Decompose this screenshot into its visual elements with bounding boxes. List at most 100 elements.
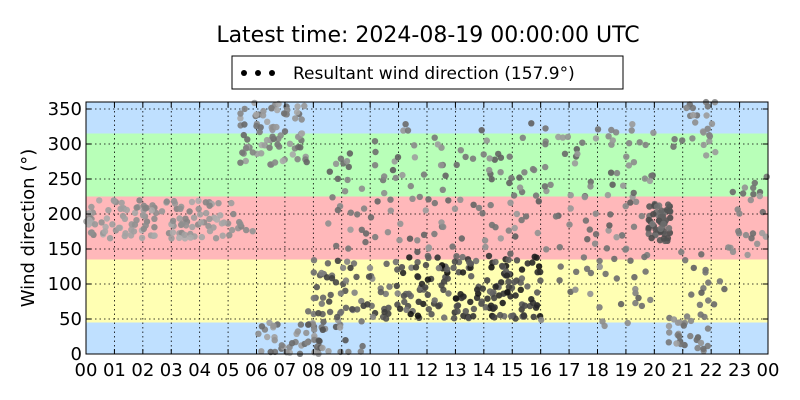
data-point	[459, 269, 467, 276]
data-point	[479, 285, 486, 292]
data-point	[324, 260, 332, 267]
data-point	[422, 261, 430, 269]
data-point	[650, 129, 657, 136]
data-point	[258, 150, 265, 157]
data-point	[96, 197, 103, 204]
data-point	[683, 104, 690, 112]
data-point	[237, 159, 244, 166]
data-point	[705, 297, 712, 304]
data-point	[602, 270, 609, 278]
data-point	[687, 317, 695, 325]
data-point	[631, 274, 638, 281]
data-point	[483, 137, 490, 144]
data-point	[687, 332, 694, 340]
data-point	[499, 299, 506, 307]
data-point	[666, 329, 673, 336]
data-point	[742, 231, 750, 239]
y-tick-label: 0	[71, 344, 82, 365]
data-point	[620, 182, 627, 189]
data-point	[547, 181, 554, 188]
data-point	[491, 314, 498, 321]
data-point	[721, 285, 728, 293]
data-point	[505, 283, 513, 291]
data-point	[749, 230, 757, 237]
data-point	[359, 342, 366, 350]
data-point	[315, 310, 322, 317]
data-point	[596, 304, 603, 311]
data-point	[133, 204, 140, 211]
data-point	[698, 251, 705, 258]
data-point	[670, 316, 678, 323]
data-point	[168, 235, 175, 242]
data-point	[503, 272, 511, 279]
data-point	[702, 269, 709, 276]
data-point	[505, 256, 512, 263]
data-point	[381, 189, 388, 197]
data-point	[288, 340, 296, 347]
data-point	[218, 220, 226, 227]
data-point	[170, 197, 178, 205]
data-point	[357, 348, 364, 355]
data-point	[402, 121, 409, 128]
data-point	[617, 300, 625, 308]
data-point	[177, 205, 184, 212]
data-point	[88, 203, 95, 211]
data-point	[420, 231, 428, 238]
data-point	[613, 275, 620, 282]
data-point	[694, 344, 701, 352]
data-point	[511, 278, 518, 286]
data-point	[506, 153, 513, 160]
data-point	[690, 111, 697, 119]
data-point	[506, 179, 513, 187]
data-point	[484, 295, 491, 302]
data-point	[91, 221, 99, 228]
data-point	[618, 232, 626, 239]
data-point	[481, 237, 489, 244]
data-point	[623, 153, 630, 160]
data-point	[381, 173, 388, 180]
data-point	[591, 240, 599, 247]
data-point	[414, 273, 421, 280]
data-point	[482, 304, 489, 311]
data-point	[513, 210, 521, 218]
data-point	[105, 207, 112, 214]
data-point	[362, 230, 370, 237]
data-point	[401, 298, 408, 306]
y-tick-label: 200	[48, 204, 82, 225]
data-point	[377, 288, 385, 296]
data-point	[237, 110, 244, 117]
data-point	[367, 214, 375, 221]
data-point	[542, 163, 549, 171]
data-point	[206, 215, 213, 223]
data-point	[665, 225, 673, 232]
data-point	[239, 149, 246, 156]
data-point	[341, 188, 349, 195]
data-point	[646, 203, 653, 210]
y-axis: 0 50 100 150 200 250 300 350	[48, 99, 768, 365]
data-point	[518, 216, 525, 224]
data-point	[642, 268, 649, 275]
x-tick-label: 06	[245, 360, 268, 381]
x-tick-label: 20	[643, 360, 666, 381]
data-point	[458, 235, 465, 242]
data-point	[230, 210, 237, 218]
data-point	[275, 143, 283, 150]
data-point	[479, 210, 486, 217]
data-point	[521, 313, 528, 320]
data-point	[442, 172, 449, 179]
data-point	[708, 120, 716, 128]
data-point	[258, 323, 266, 330]
data-point	[747, 196, 754, 204]
data-point	[467, 298, 474, 306]
data-point	[531, 253, 538, 260]
data-point	[424, 276, 432, 283]
data-point	[450, 264, 457, 271]
data-point	[678, 248, 685, 256]
data-point	[87, 229, 95, 236]
data-point	[459, 253, 466, 261]
data-point	[492, 283, 499, 290]
data-point	[613, 234, 620, 241]
data-point	[256, 128, 263, 136]
data-point	[583, 265, 591, 272]
data-point	[151, 215, 158, 222]
